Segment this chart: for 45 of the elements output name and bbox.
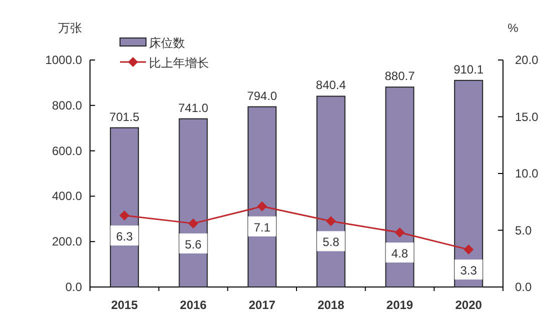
point <box>257 201 268 212</box>
bar <box>178 118 208 288</box>
y2-tick-label: 0.0 <box>515 280 532 294</box>
legend-label: 比上年增长 <box>149 56 209 70</box>
data-label: 7.1 <box>254 220 271 234</box>
x-tick-label: 2020 <box>455 298 482 312</box>
bar <box>454 80 484 288</box>
x-tick-label: 2017 <box>248 298 276 312</box>
y-tick-label: 0.0 <box>65 280 82 294</box>
x-tick-label: 2018 <box>318 298 345 312</box>
y-tick-label: 200.0 <box>52 234 82 249</box>
data-label: 5.6 <box>184 237 202 252</box>
y-tick-label: 1000.0 <box>45 53 82 67</box>
point <box>326 216 336 226</box>
bar <box>110 127 139 288</box>
y2-tick-label: 20.0 <box>515 53 539 67</box>
data-label: 741.0 <box>178 100 209 115</box>
bar <box>248 106 277 288</box>
x-tick-label: 2016 <box>180 298 207 312</box>
data-label: 910.1 <box>454 62 484 76</box>
data-label: 840.4 <box>316 78 346 92</box>
x-tick-label: 2015 <box>111 298 138 312</box>
x-tick-label: 2019 <box>386 298 414 312</box>
y2-tick-label: 15.0 <box>515 110 539 124</box>
y-tick-label: 800.0 <box>52 98 82 112</box>
bar <box>316 96 346 288</box>
y2-tick-label: 10.0 <box>515 166 539 180</box>
point <box>394 228 405 238</box>
y2-tick-label: 5.0 <box>515 223 532 238</box>
data-label: 3.3 <box>460 264 478 278</box>
y-tick-label: 400.0 <box>52 189 82 204</box>
data-label: 794.0 <box>247 88 278 103</box>
data-label: 5.8 <box>322 235 340 250</box>
data-label: 701.5 <box>109 110 140 124</box>
point <box>119 210 130 220</box>
y-axis-title: 万张 <box>58 21 82 35</box>
y2-axis-title: % <box>508 21 519 35</box>
point <box>188 218 198 228</box>
data-label: 6.3 <box>116 229 134 244</box>
data-label: 4.8 <box>391 246 408 261</box>
bar <box>385 86 414 288</box>
legend-label: 床位数 <box>149 36 185 50</box>
point <box>464 244 474 255</box>
y-tick-label: 600.0 <box>52 144 82 158</box>
data-label: 880.7 <box>384 69 416 84</box>
